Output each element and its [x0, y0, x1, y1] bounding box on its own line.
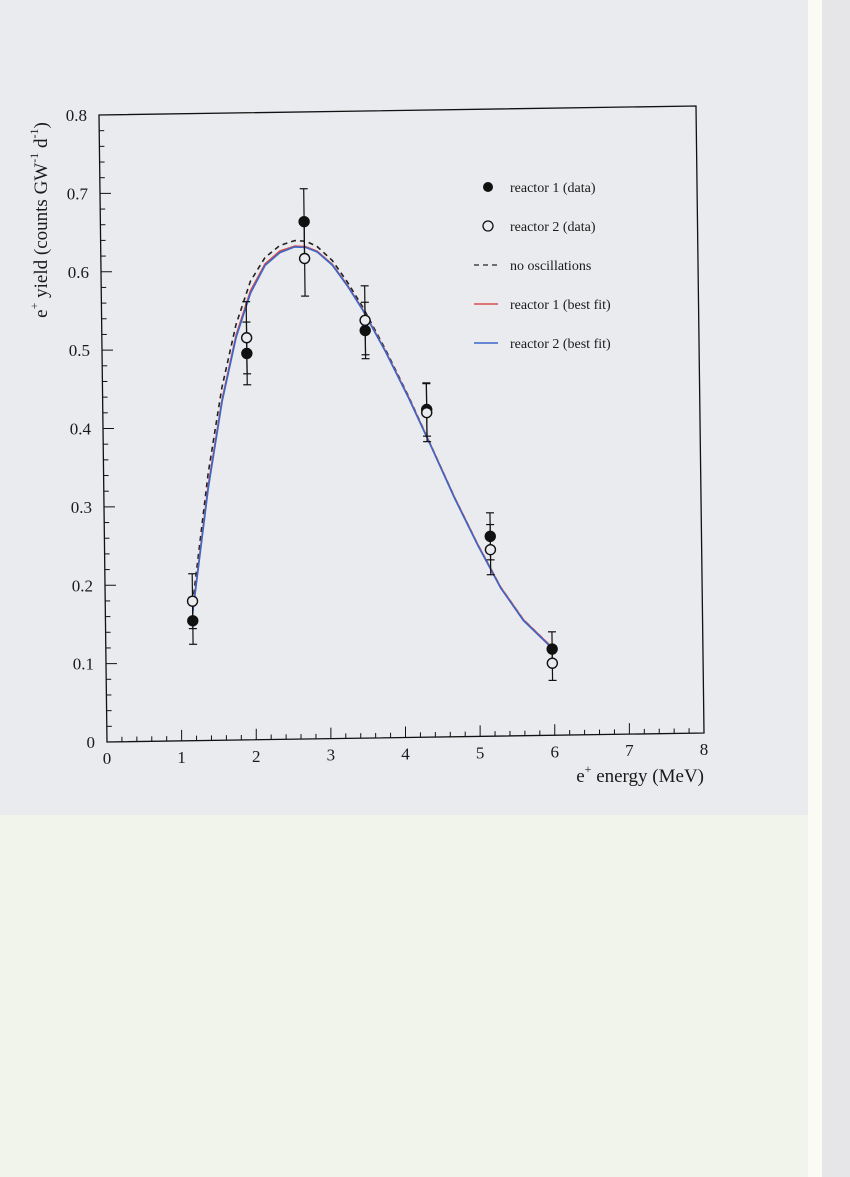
- data-point-reactor-2: [421, 406, 433, 419]
- data-point-reactor-2: [484, 543, 497, 556]
- data-point-reactor-2: [298, 252, 311, 265]
- x-tick-label: 8: [700, 740, 709, 759]
- scan-background-bottom: [0, 815, 808, 1177]
- scan-background-right: [822, 0, 850, 1177]
- x-axis-label-superscript: +: [585, 762, 592, 776]
- legend-label-reactor-2-data: reactor 2 (data): [510, 220, 596, 235]
- plot-frame: [98, 105, 705, 743]
- y-axis-label-superscript-3: -1: [27, 129, 41, 139]
- x-tick-label: 5: [476, 743, 485, 762]
- y-tick-label: 0.6: [68, 263, 89, 282]
- y-axis-label-superscript-2: -1: [27, 153, 41, 163]
- y-tick-label: 0: [87, 733, 96, 752]
- y-tick-label: 0.1: [73, 655, 94, 674]
- y-tick-label: 0.3: [71, 498, 92, 517]
- y-tick-label: 0.4: [70, 420, 92, 439]
- legend-label-reactor-1-fit: reactor 1 (best fit): [510, 298, 611, 313]
- data-point-reactor-2: [546, 657, 559, 669]
- curve-no-oscillations: [191, 239, 553, 649]
- x-tick-label: 1: [177, 748, 186, 767]
- x-tick-label: 6: [551, 742, 560, 761]
- y-axis-label-text: yield (counts GW: [31, 163, 52, 303]
- legend: reactor 1 (data) reactor 2 (data) no osc…: [474, 181, 611, 352]
- data-point-reactor-2: [359, 314, 371, 326]
- legend-marker-reactor-1: [483, 182, 493, 192]
- scan-paper-edge: [808, 0, 822, 1177]
- y-axis-label-superscript: +: [27, 302, 41, 309]
- y-axis-label-text-2: d: [31, 138, 52, 153]
- y-axis-label-text-3: ): [31, 122, 52, 128]
- data-point-reactor-2: [240, 332, 253, 344]
- x-tick-label: 0: [103, 749, 112, 768]
- fit-curves-group: [191, 239, 553, 649]
- scan-background-top: [0, 0, 808, 815]
- y-tick-label: 0.7: [67, 184, 89, 203]
- x-axis-label: e+ energy (MeV): [576, 762, 704, 787]
- x-tick-label: 3: [327, 746, 336, 765]
- y-axis-label-base: e: [31, 309, 52, 317]
- legend-label-reactor-1-data: reactor 1 (data): [510, 181, 596, 196]
- data-point-reactor-2: [186, 595, 199, 607]
- curve-reactor-2-best-fit-: [191, 246, 553, 649]
- y-tick-label: 0.2: [72, 576, 93, 595]
- legend-label-no-oscillations: no oscillations: [510, 259, 591, 274]
- axes-group: 0 1 2 3 4 5 6 7 8 0 0.1 0.2 0.3 0.4 0.5 0.6 0.7 0.8: [66, 105, 709, 768]
- y-axis-label: e+ yield (counts GW-1 d-1): [27, 122, 52, 318]
- legend-label-reactor-2-fit: reactor 2 (best fit): [510, 337, 611, 352]
- x-tick-label: 7: [625, 741, 634, 760]
- data-points-group: [186, 188, 559, 682]
- legend-marker-reactor-2: [482, 220, 494, 232]
- y-tick-label: 0.8: [66, 106, 87, 125]
- x-tick-label: 4: [401, 745, 410, 764]
- x-axis-label-text: energy (MeV): [591, 766, 704, 787]
- x-axis-label-base: e: [576, 766, 584, 787]
- x-tick-label: 2: [252, 747, 261, 766]
- y-tick-label: 0.5: [69, 341, 90, 360]
